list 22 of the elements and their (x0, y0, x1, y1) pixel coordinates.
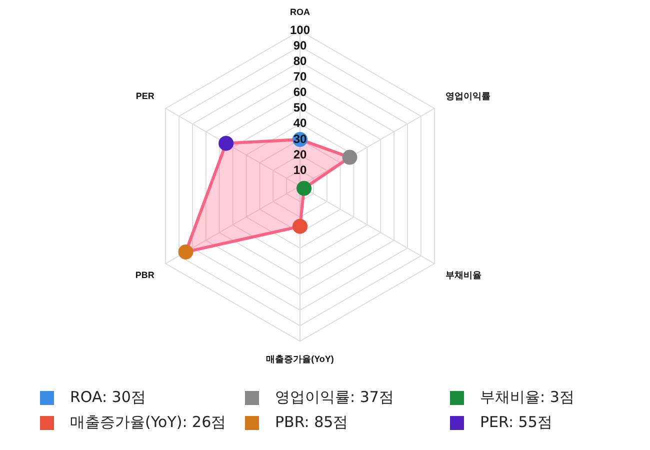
text: 매출증가율(YoY): 26점 (70, 413, 226, 432)
spoke-label: 영업이익률 (446, 90, 491, 101)
y-tick-label: 30 (293, 132, 307, 146)
text: ROA: 30점 (70, 388, 146, 407)
text: PER: 55점 (480, 413, 552, 432)
y-tick-label: 70 (293, 70, 307, 84)
spoke-label: 부채비율 (446, 270, 482, 280)
y-tick-label: 100 (290, 23, 310, 38)
y-tick-label: 60 (293, 85, 307, 100)
spoke-label: ROA (290, 6, 310, 17)
y-tick-label: 50 (293, 100, 307, 115)
spoke-label: PER (136, 90, 155, 101)
text: 부채비율: 3점 (480, 388, 574, 407)
text: 영업이익률: 37점 (275, 388, 394, 407)
y-tick-label: 90 (293, 38, 307, 53)
text: PBR: 85점 (275, 413, 348, 432)
spoke-label: 매출증가율(YoY) (266, 354, 334, 364)
y-tick-label: 40 (293, 116, 307, 130)
spoke-label: PBR (135, 270, 155, 280)
y-tick-label: 10 (293, 162, 307, 177)
y-tick-label: 80 (293, 54, 307, 68)
y-tick-label: 20 (293, 147, 307, 162)
